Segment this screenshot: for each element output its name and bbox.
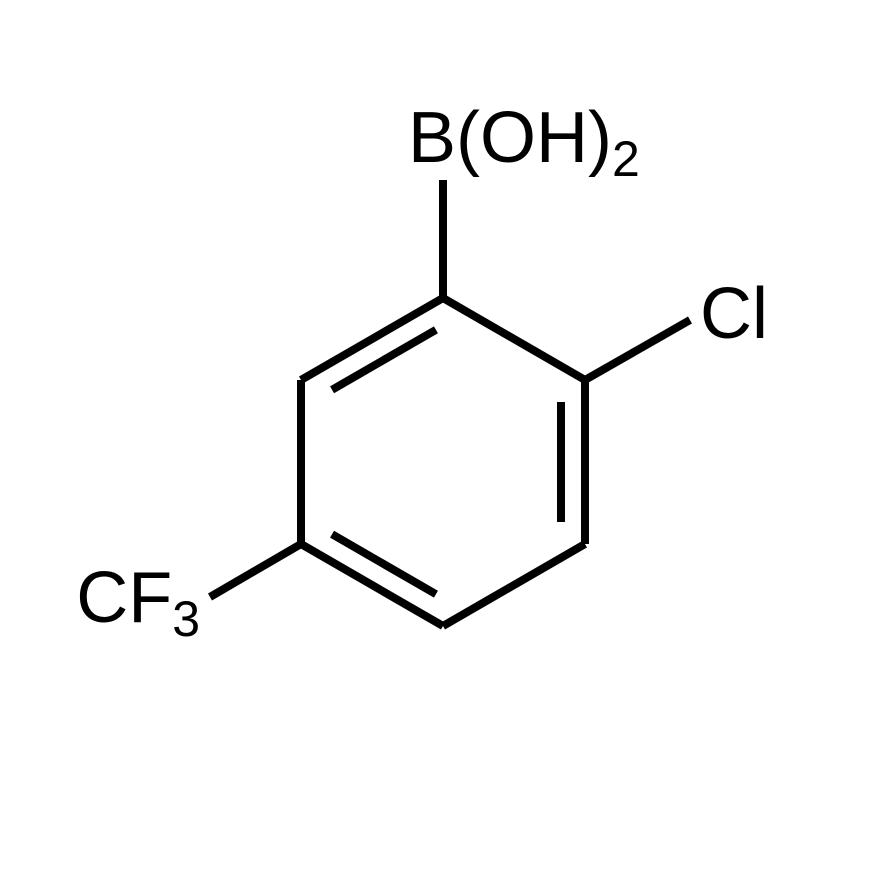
bond-c3-c4	[443, 544, 585, 626]
bond-c1-c2	[443, 298, 585, 380]
bond-c5-cf3	[210, 544, 301, 597]
chemical-structure-diagram: B(OH)2 Cl CF3	[0, 0, 890, 890]
boron-hydroxide-label: B(OH)2	[408, 98, 640, 187]
trifluoromethyl-label: CF3	[76, 558, 200, 647]
chlorine-label: Cl	[700, 274, 768, 354]
bond-c2-cl	[585, 320, 690, 380]
